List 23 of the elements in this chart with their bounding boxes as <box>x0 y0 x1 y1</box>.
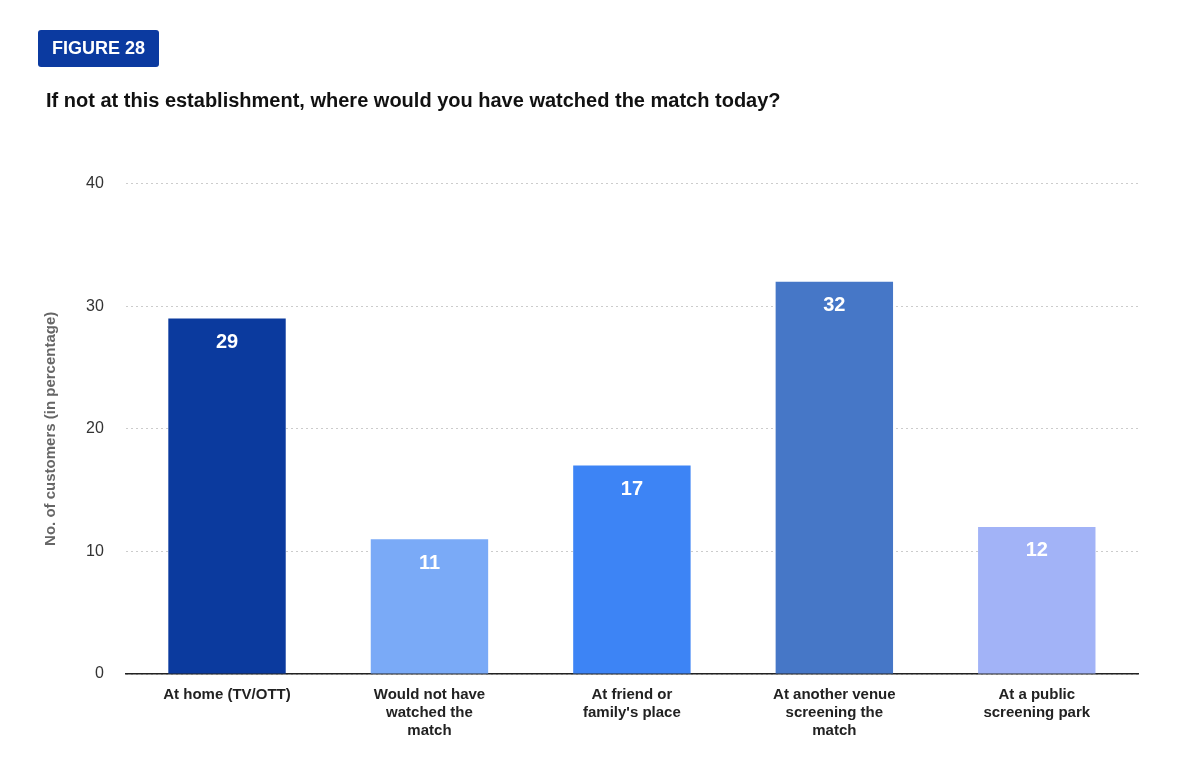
y-tick-label: 10 <box>86 541 104 559</box>
bar <box>978 526 1096 674</box>
bar <box>168 318 286 674</box>
data-label: 32 <box>823 293 846 316</box>
bar <box>573 465 691 674</box>
x-tick-label: Would not have watched the match <box>373 685 486 739</box>
y-tick-label: 20 <box>86 419 104 437</box>
data-label: 12 <box>1025 538 1048 561</box>
x-tick-label: At a public screening park <box>983 685 1091 721</box>
caption: FIGURE 28 <box>38 30 160 67</box>
y-axis-title: No. of customers (in percentage) <box>41 311 59 546</box>
x-tick-label: At another venue screening the match <box>773 685 896 739</box>
y-tick-label: 30 <box>86 296 104 314</box>
y-tick-label: 0 <box>94 664 104 682</box>
data-label: 11 <box>418 550 441 573</box>
x-tick-label: At home (TV/OTT) <box>163 685 291 703</box>
data-label: 29 <box>215 329 239 352</box>
chart-title: If not at this establishment, where would you have watched the match today? <box>46 89 782 112</box>
bar <box>370 539 489 674</box>
x-tick-label: At friend or family's place <box>583 685 681 721</box>
bar <box>775 281 894 674</box>
data-label: 17 <box>620 477 644 500</box>
y-tick-label: 40 <box>86 174 104 192</box>
